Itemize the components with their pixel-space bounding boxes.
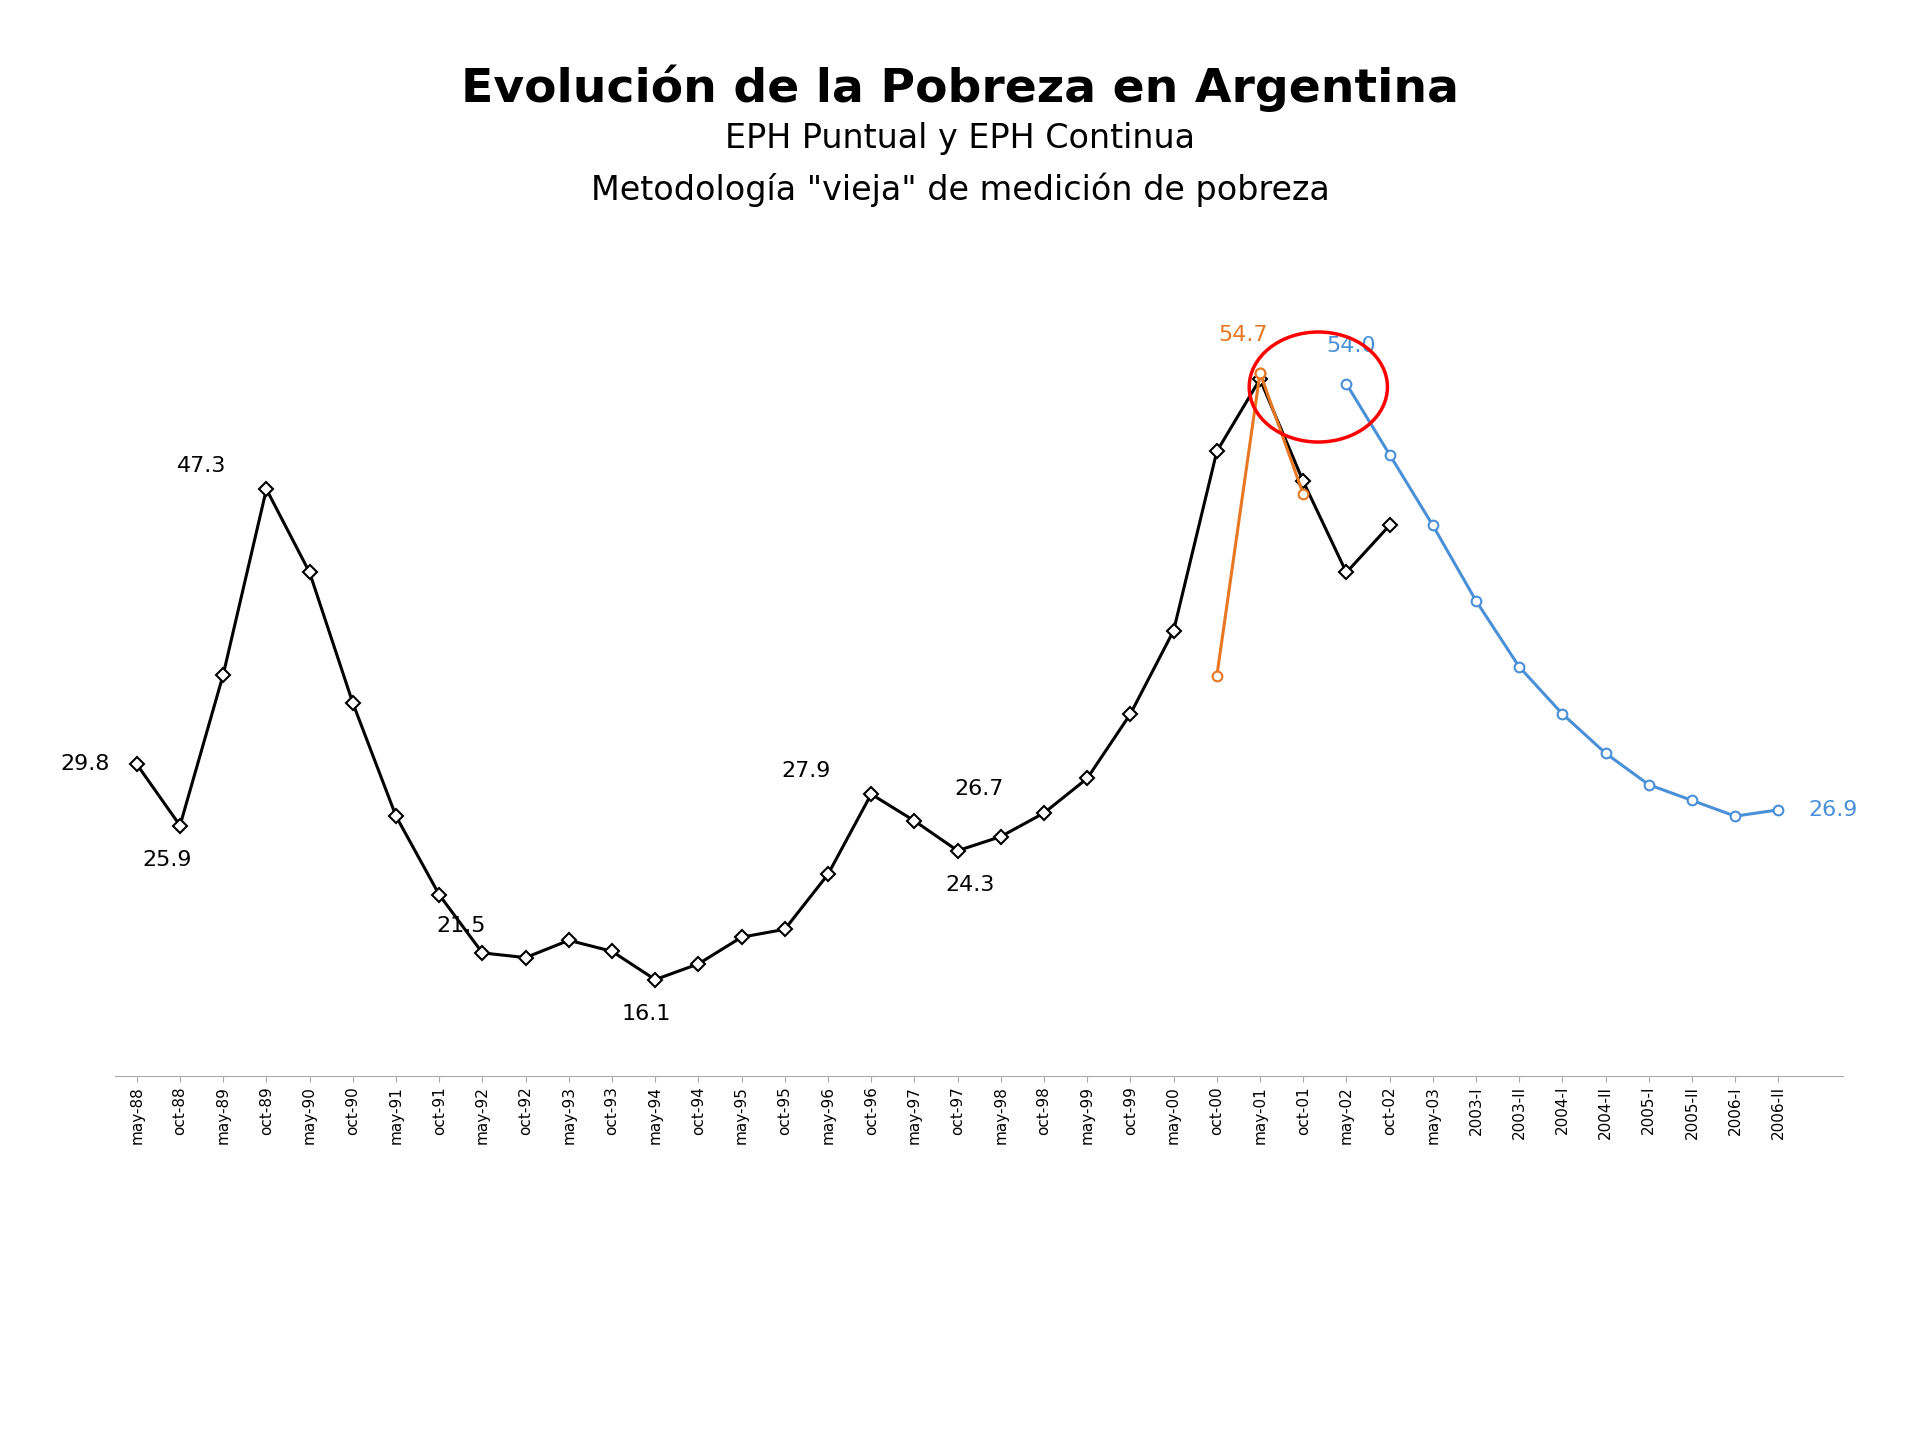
Text: 16.1: 16.1 [622, 1004, 672, 1024]
Text: 47.3: 47.3 [177, 456, 227, 476]
Text: 25.9: 25.9 [142, 850, 192, 870]
Text: 27.9: 27.9 [781, 760, 831, 780]
Text: 29.8: 29.8 [60, 754, 109, 774]
Text: 24.3: 24.3 [947, 875, 995, 895]
Text: 21.5: 21.5 [436, 916, 486, 936]
Text: 26.7: 26.7 [954, 780, 1004, 799]
Text: 54.7: 54.7 [1217, 324, 1267, 344]
Text: EPH Puntual y EPH Continua: EPH Puntual y EPH Continua [726, 122, 1194, 155]
Text: Evolución de la Pobreza en Argentina: Evolución de la Pobreza en Argentina [461, 65, 1459, 112]
Text: 54.0: 54.0 [1327, 336, 1375, 356]
Text: Metodología "vieja" de medición de pobreza: Metodología "vieja" de medición de pobre… [591, 172, 1329, 206]
Text: 26.9: 26.9 [1809, 800, 1859, 820]
